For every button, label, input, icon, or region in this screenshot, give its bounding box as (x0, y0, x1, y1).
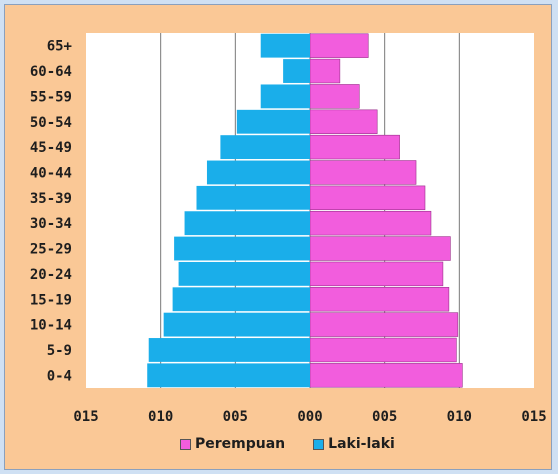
bar-laki-laki-65+ (260, 33, 310, 58)
category-label: 30-34 (30, 216, 72, 232)
bar-laki-laki-30-34 (184, 211, 310, 236)
x-tick-labels: 015 010 005 000 005 010 015 (73, 409, 546, 425)
category-label: 0-4 (47, 368, 72, 384)
bar-perempuan-55-59 (309, 84, 360, 109)
bar-laki-laki-35-39 (196, 185, 310, 210)
category-label: 65+ (47, 39, 72, 55)
bar-perempuan-60-64 (309, 58, 341, 84)
bar-perempuan-15-19 (309, 287, 450, 312)
bar-perempuan-50-54 (309, 109, 378, 134)
category-label: 40-44 (30, 165, 72, 181)
legend-label-perempuan: Perempuan (195, 436, 286, 452)
x-tick-label: 010 (447, 409, 472, 425)
bar-perempuan-25-29 (309, 236, 451, 261)
category-labels: 0-4 5-9 10-14 15-19 20-24 25-29 30-34 35-39 40-4… (30, 39, 72, 385)
bar-laki-laki-60-64 (283, 59, 310, 83)
category-label: 50-54 (30, 115, 72, 131)
category-label: 20-24 (30, 267, 72, 283)
legend-label-laki-laki: Laki-laki (328, 436, 395, 452)
bar-perempuan-0-4 (309, 363, 463, 388)
bar-laki-laki-55-59 (260, 84, 310, 109)
bar-laki-laki-10-14 (163, 312, 310, 337)
legend-item-perempuan: Perempuan (180, 436, 285, 452)
bars (147, 33, 463, 388)
x-tick-label: 010 (148, 409, 173, 425)
legend-swatch-perempuan (180, 438, 191, 450)
legend: Perempuan Laki-laki (180, 436, 395, 452)
category-label: 15-19 (30, 292, 72, 308)
bar-perempuan-35-39 (309, 185, 426, 211)
bar-laki-laki-5-9 (148, 338, 310, 362)
category-label: 5-9 (47, 343, 72, 359)
category-label: 55-59 (30, 89, 72, 105)
bar-perempuan-65+ (309, 33, 369, 58)
bar-laki-laki-15-19 (172, 287, 310, 312)
category-label: 10-14 (30, 318, 72, 334)
legend-item-laki-laki: Laki-laki (313, 436, 395, 452)
category-label: 60-64 (30, 64, 72, 80)
x-tick-label: 005 (372, 409, 397, 425)
bar-laki-laki-40-44 (206, 160, 310, 185)
category-label: 35-39 (30, 191, 72, 207)
bar-perempuan-30-34 (309, 210, 432, 236)
bar-perempuan-10-14 (309, 312, 459, 337)
bar-laki-laki-0-4 (147, 363, 310, 388)
bar-perempuan-40-44 (309, 160, 417, 185)
bar-laki-laki-20-24 (178, 261, 310, 286)
x-tick-label: 000 (297, 409, 322, 425)
x-tick-label: 015 (73, 409, 98, 425)
bar-perempuan-45-49 (309, 134, 400, 160)
bar-laki-laki-50-54 (236, 109, 310, 134)
bar-perempuan-20-24 (309, 261, 444, 287)
category-label: 25-29 (30, 242, 72, 258)
category-label: 45-49 (30, 140, 72, 156)
legend-swatch-laki-laki (313, 438, 325, 450)
bar-perempuan-5-9 (309, 337, 457, 363)
x-tick-label: 005 (223, 409, 248, 425)
x-tick-label: 015 (521, 409, 546, 425)
bar-laki-laki-45-49 (220, 135, 310, 160)
bar-laki-laki-25-29 (174, 236, 310, 261)
